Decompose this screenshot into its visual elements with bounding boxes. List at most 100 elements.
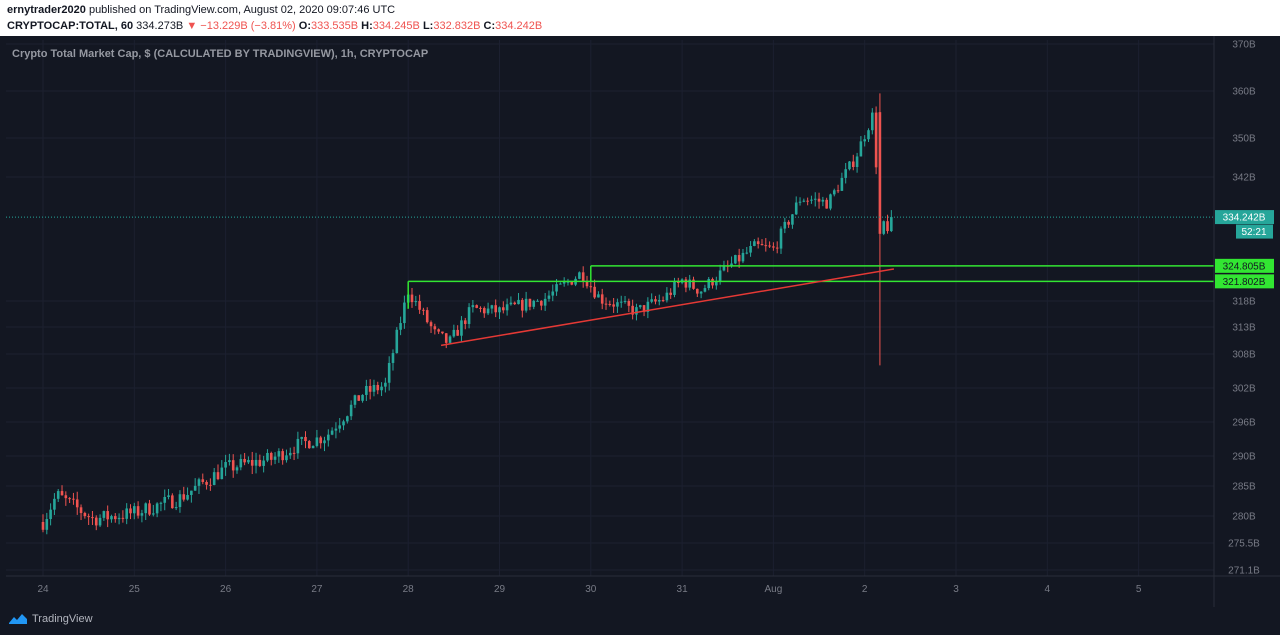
- candle-body: [802, 200, 806, 202]
- candle-body: [152, 513, 155, 515]
- candle-body: [791, 214, 794, 225]
- candle-body: [482, 308, 486, 314]
- candle-body: [60, 491, 64, 496]
- candle-body: [646, 301, 650, 312]
- candle-body: [597, 294, 600, 298]
- candle-body: [266, 452, 269, 461]
- candle-body: [79, 507, 83, 513]
- trendline[interactable]: [440, 268, 895, 347]
- candle-body: [159, 502, 163, 504]
- candle-body: [281, 451, 284, 461]
- candle-body: [559, 283, 562, 285]
- candle-body: [832, 190, 836, 195]
- candle-body: [829, 194, 832, 209]
- candle-body: [753, 241, 756, 247]
- candle-body: [277, 451, 281, 457]
- candle-body: [737, 255, 741, 262]
- candle-body: [654, 299, 657, 302]
- candle-body: [463, 320, 467, 324]
- candle-body: [254, 459, 258, 466]
- candle-body: [178, 494, 182, 508]
- price-chart[interactable]: 370B 360B 350B 342B 318B 313B 308B 302B 296B 290B…: [0, 36, 1280, 607]
- candle-body: [155, 503, 159, 514]
- candle-body: [745, 252, 749, 254]
- candle-body: [300, 436, 303, 439]
- candle-body: [212, 472, 216, 485]
- candle-body: [349, 404, 353, 417]
- candle-body: [437, 329, 440, 332]
- chart-legend-title: Crypto Total Market Cap, $ (CALCULATED B…: [12, 48, 429, 60]
- candle-body: [623, 300, 627, 302]
- candle-body: [787, 221, 790, 225]
- candle-body: [41, 522, 45, 530]
- y-tick-label: 313B: [1232, 323, 1256, 334]
- candle-body: [197, 479, 201, 486]
- candle-body: [836, 190, 840, 192]
- candle-body: [231, 460, 235, 471]
- candle-body: [228, 460, 231, 463]
- candle-body: [562, 281, 566, 284]
- support-level-tag: 321.802B: [1223, 277, 1266, 288]
- candle-body: [129, 508, 132, 514]
- x-tick-label: Aug: [765, 584, 783, 595]
- tradingview-logo[interactable]: TradingView: [8, 613, 93, 625]
- candle-body: [528, 298, 532, 307]
- candle-body: [589, 286, 593, 288]
- candle-body: [490, 305, 494, 309]
- candle-body: [239, 458, 243, 468]
- chart-area[interactable]: 370B 360B 350B 342B 318B 313B 308B 302B 296B 290B…: [0, 36, 1280, 607]
- candle-body: [53, 498, 56, 510]
- candle-body: [604, 303, 608, 305]
- candle-body: [768, 245, 771, 247]
- candle-body: [288, 452, 292, 456]
- y-tick-label: 271.1B: [1228, 566, 1260, 577]
- candle-body: [543, 298, 547, 306]
- candle-body: [422, 309, 425, 311]
- candle-body: [368, 386, 372, 392]
- candle-body: [372, 384, 376, 392]
- tradingview-logo-icon: [9, 614, 27, 624]
- candle-body: [471, 305, 475, 308]
- candle-body: [106, 511, 109, 520]
- candle-body: [167, 495, 170, 498]
- x-tick-label: 4: [1045, 584, 1051, 595]
- candle-body: [536, 300, 539, 302]
- candle-body: [479, 307, 482, 309]
- candle-body: [98, 517, 102, 526]
- y-tick-label: 360B: [1232, 87, 1256, 98]
- candle-body: [848, 161, 851, 170]
- candle-body: [475, 305, 478, 308]
- candle-body: [467, 307, 471, 324]
- candle-body: [798, 201, 802, 203]
- y-tick-label: 280B: [1232, 512, 1256, 523]
- candle-body: [806, 200, 809, 202]
- candle-body: [513, 302, 517, 305]
- x-tick-label: 3: [953, 584, 959, 595]
- candle-body: [327, 434, 330, 441]
- candle-body: [319, 437, 323, 444]
- candle-body: [262, 460, 265, 466]
- candle-body: [441, 331, 444, 334]
- candle-body: [247, 459, 250, 463]
- y-tick-label: 318B: [1232, 297, 1256, 308]
- candle-body: [817, 198, 821, 202]
- x-tick-label: 28: [403, 584, 415, 595]
- y-tick-label: 275.5B: [1228, 539, 1260, 550]
- candle-body: [323, 440, 326, 444]
- candle-body: [174, 507, 178, 509]
- candle-body: [600, 294, 604, 304]
- candle-body: [863, 139, 866, 142]
- candle-body: [361, 394, 364, 401]
- candle-body: [505, 304, 509, 311]
- candle-body: [855, 156, 859, 168]
- publisher-name[interactable]: ernytrader2020: [7, 4, 86, 16]
- candle-body: [292, 452, 296, 454]
- high-value: 334.245B: [372, 20, 420, 32]
- candle-body: [749, 246, 752, 253]
- candle-body: [707, 278, 711, 289]
- last-price-tag: 334.242B: [1223, 213, 1266, 224]
- candle-body: [182, 494, 186, 500]
- published-text: published on TradingView.com, August 02,…: [85, 4, 396, 16]
- candle-body: [456, 329, 459, 336]
- candle-body: [581, 272, 585, 282]
